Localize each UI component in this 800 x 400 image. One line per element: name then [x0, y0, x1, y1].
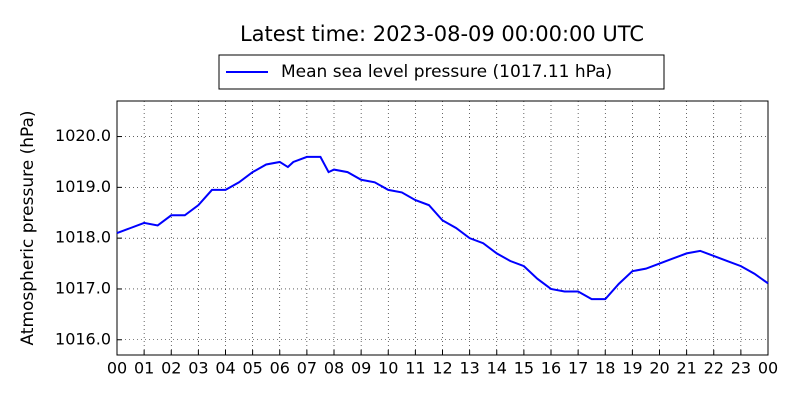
x-tick-label: 00: [107, 359, 127, 378]
x-tick-label: 21: [676, 359, 696, 378]
x-tick-label: 03: [188, 359, 208, 378]
x-tick-label: 16: [541, 359, 561, 378]
y-axis-label: Atmospheric pressure (hPa): [18, 110, 38, 345]
y-tick-label: 1018.0: [55, 228, 111, 247]
x-tick-label: 13: [459, 359, 479, 378]
x-tick-label: 10: [378, 359, 398, 378]
x-tick-label: 04: [215, 359, 235, 378]
x-tick-label: 09: [351, 359, 371, 378]
x-tick-label: 01: [134, 359, 154, 378]
x-tick-label: 19: [622, 359, 642, 378]
x-tick-label: 00: [758, 359, 778, 378]
x-tick-label: 11: [405, 359, 425, 378]
chart-title: Latest time: 2023-08-09 00:00:00 UTC: [240, 22, 644, 46]
x-tick-label: 08: [324, 359, 344, 378]
x-tick-label: 23: [731, 359, 751, 378]
legend: [218, 54, 665, 90]
x-tick-label: 20: [649, 359, 669, 378]
x-tick-label: 15: [514, 359, 534, 378]
x-tick-label: 14: [487, 359, 507, 378]
y-tick-label: 1016.0: [55, 329, 111, 348]
legend-label: Mean sea level pressure (1017.11 hPa): [281, 62, 612, 82]
x-tick-label: 18: [595, 359, 615, 378]
line: [116, 155, 769, 301]
y-tick-label: 1020.0: [55, 126, 111, 145]
plot-frame: [116, 100, 769, 356]
y-tick-label: 1017.0: [55, 278, 111, 297]
x-tick-label: 05: [242, 359, 262, 378]
x-tick-label: 02: [161, 359, 181, 378]
x-tick-label: 07: [297, 359, 317, 378]
x-tick-label: 12: [432, 359, 452, 378]
x-tick-label: 17: [568, 359, 588, 378]
x-tick-label: 06: [270, 359, 290, 378]
y-tick-label: 1019.0: [55, 177, 111, 196]
x-tick-label: 22: [704, 359, 724, 378]
